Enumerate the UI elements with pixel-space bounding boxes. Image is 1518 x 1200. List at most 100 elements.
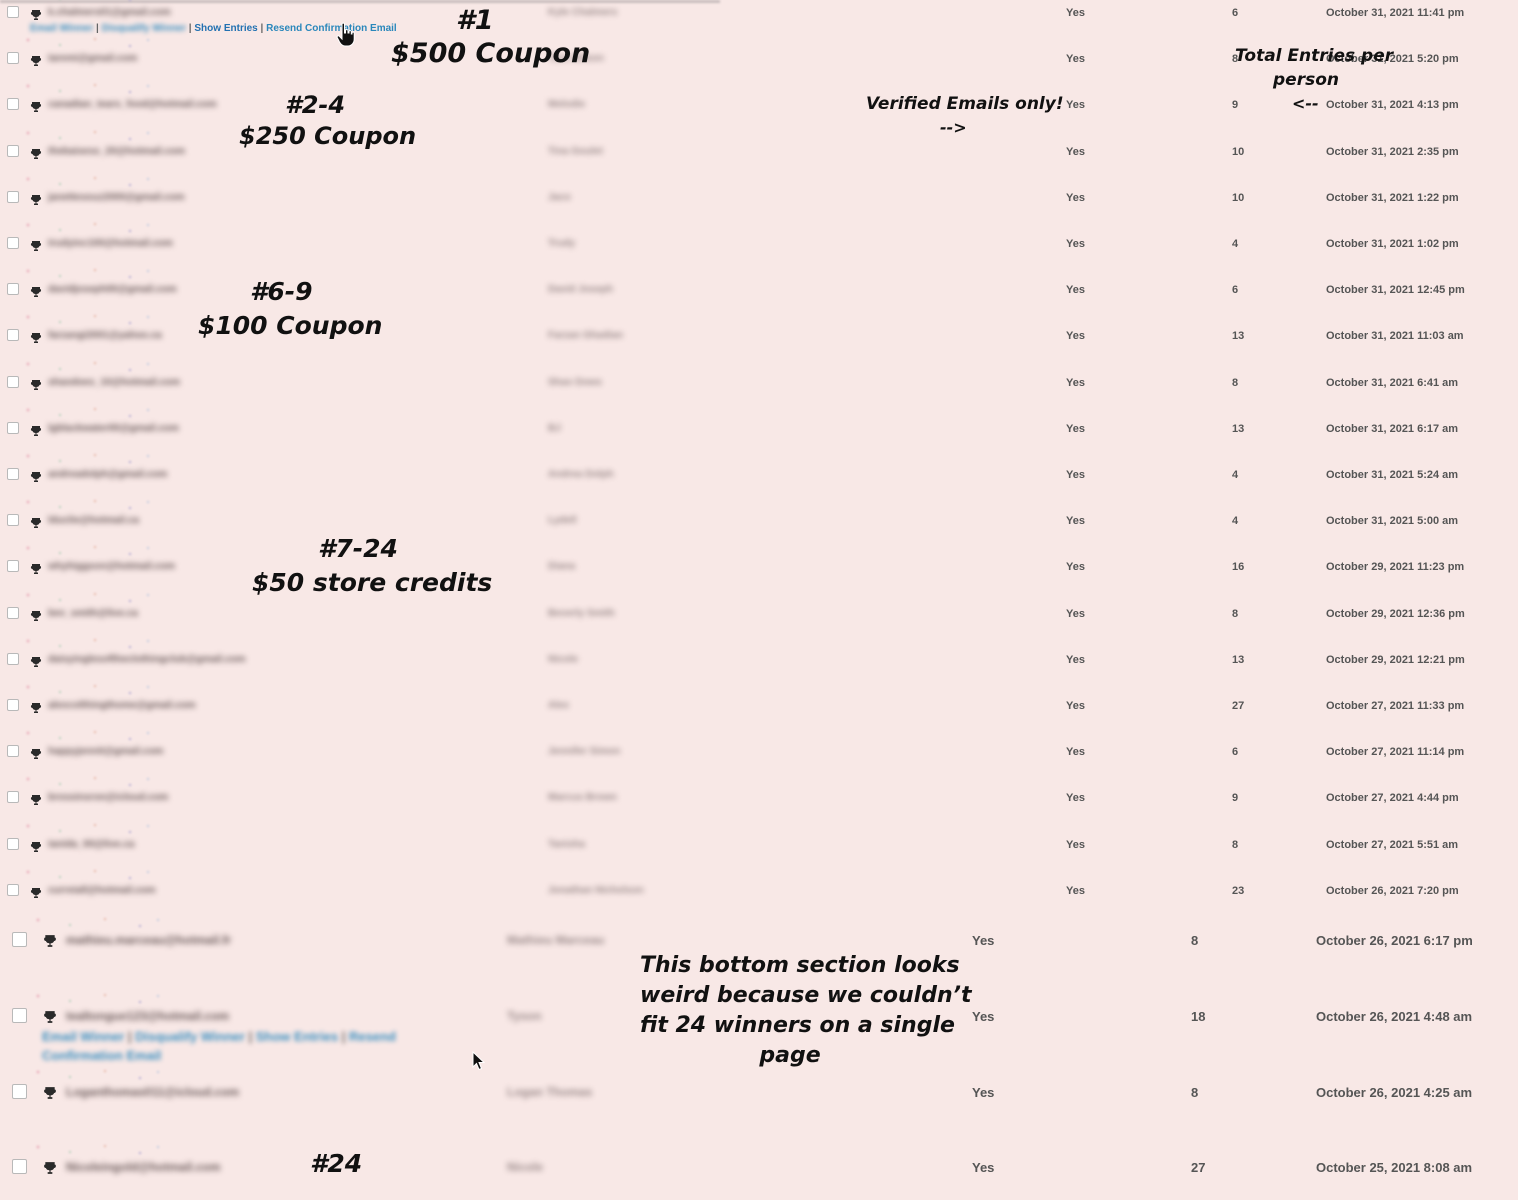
- entry-email[interactable]: thebaisess_20@hotmail.com: [48, 145, 186, 157]
- disqualify-winner-link[interactable]: Disqualify Winner: [101, 23, 187, 34]
- table-row[interactable]: davidjoseph00@gmail.com David Joseph Yes 6 O…: [0, 268, 1518, 323]
- table-row[interactable]: tealtongue123@hotmail.com Tyson Yes 18 Octob…: [0, 993, 1518, 1046]
- entry-email[interactable]: taremi@gmail.com: [48, 53, 138, 65]
- entry-email[interactable]: bev_smith@live.ca: [48, 607, 138, 619]
- entry-verified: Yes: [972, 1160, 995, 1175]
- table-row[interactable]: tanida_00@live.ca Tanisha Yes 8 October 27, …: [0, 823, 1518, 878]
- table-row[interactable]: daisyinglesoftheclothingclub@gmail.com Ni…: [0, 638, 1518, 693]
- entry-email[interactable]: trudyinc100@hotmail.com: [48, 238, 173, 249]
- entry-email[interactable]: Loganthomas011@icloud.com: [66, 1085, 240, 1099]
- row-checkbox[interactable]: [12, 1008, 27, 1023]
- entry-count: 13: [1232, 653, 1245, 666]
- entry-email[interactable]: shaodoes_10@hotmail.com: [48, 376, 181, 388]
- row-checkbox[interactable]: [7, 421, 19, 434]
- row-checkbox[interactable]: [7, 514, 19, 527]
- row-checkbox[interactable]: [7, 6, 19, 18]
- row-checkbox[interactable]: [7, 791, 19, 804]
- entry-email[interactable]: janettesouz2000@gmail.com: [48, 191, 185, 203]
- table-row[interactable]: farzangi2001@yahoo.ca Farzan Ghadian Yes 13…: [0, 315, 1518, 369]
- row-checkbox[interactable]: [7, 190, 19, 203]
- table-row[interactable]: k.chalmers01@gmail.com Kyle Chalmers Yes 6 O…: [0, 0, 1518, 46]
- entry-email[interactable]: andreadolph@gmail.com: [48, 469, 168, 480]
- confetti-decoration: [20, 683, 160, 697]
- table-row[interactable]: lgblackwater00@gmail.com BJ Yes 13 October 3…: [0, 407, 1518, 462]
- entry-name: Nicole: [548, 653, 579, 665]
- row-checkbox[interactable]: [7, 560, 19, 573]
- entry-email[interactable]: curreiall@hotmail.com: [48, 884, 156, 896]
- table-row[interactable]: andreadolph@gmail.com Andrea Dolph Yes 4 Oct…: [0, 453, 1518, 508]
- table-row[interactable]: shaodoes_10@hotmail.com Shao Dows Yes 8 Octo…: [0, 361, 1518, 416]
- entry-name: Melodie: [548, 99, 586, 111]
- entry-email[interactable]: k.chalmers01@gmail.com: [48, 7, 171, 18]
- row-checkbox[interactable]: [7, 468, 19, 480]
- email-winner-link[interactable]: Email Winner: [30, 23, 94, 34]
- table-row[interactable]: janettesouz2000@gmail.com Jaco Yes 10 Octobe…: [0, 176, 1518, 231]
- email-winner-link[interactable]: Email Winner: [42, 1029, 125, 1044]
- table-row[interactable]: curreiall@hotmail.com Jonathan Nicholson Y…: [0, 869, 1518, 924]
- table-row[interactable]: Loganthomas011@icloud.com Logan Thomas Yes…: [0, 1069, 1518, 1122]
- entry-date: October 29, 2021 12:21 pm: [1326, 653, 1465, 666]
- row-checkbox[interactable]: [12, 1084, 27, 1099]
- entry-count: 8: [1232, 607, 1239, 620]
- entry-name: David Joseph: [548, 284, 614, 296]
- trophy-icon: [30, 701, 42, 713]
- entry-email[interactable]: Nicoleingold@hotmail.com: [66, 1160, 221, 1174]
- entry-email[interactable]: whyhiggson@hotmail.com: [48, 561, 175, 573]
- table-row[interactable]: happyjennit@gmail.com Jennifer Simon Yes 6 O…: [0, 730, 1518, 785]
- table-row[interactable]: mathieu.marceau@hotmail.fr Mathieu Marcea…: [0, 917, 1518, 970]
- row-checkbox[interactable]: [7, 375, 19, 388]
- table-row[interactable]: alexcolthingthome@gmail.com Alex Yes 27 Octo…: [0, 684, 1518, 739]
- row-checkbox[interactable]: [7, 144, 19, 157]
- disqualify-winner-link[interactable]: Disqualify Winner: [135, 1029, 245, 1044]
- entry-email[interactable]: davidjoseph00@gmail.com: [48, 284, 177, 296]
- entry-email[interactable]: brossinsron@icloud.com: [48, 792, 169, 804]
- row-checkbox[interactable]: [7, 652, 19, 665]
- table-row[interactable]: brossinsron@icloud.com Marcus Brown Yes 9 Oc…: [0, 777, 1518, 831]
- entry-email[interactable]: mathieu.marceau@hotmail.fr: [66, 933, 232, 947]
- row-checkbox[interactable]: [7, 699, 19, 711]
- entry-email[interactable]: canadian_tears_food@hotmail.com: [48, 99, 217, 111]
- row-checkbox[interactable]: [7, 283, 19, 296]
- confirmation-email-link[interactable]: Confirmation Email: [42, 1048, 162, 1063]
- row-checkbox[interactable]: [7, 883, 19, 896]
- row-checkbox[interactable]: [7, 329, 19, 342]
- entry-email[interactable]: lgblackwater00@gmail.com: [48, 422, 179, 434]
- row-checkbox[interactable]: [7, 606, 19, 619]
- show-entries-link[interactable]: Show Entries: [255, 1029, 339, 1044]
- table-row[interactable]: canadian_tears_food@hotmail.com Melodie Ye…: [0, 84, 1518, 138]
- entry-date: October 31, 2021 4:13 pm: [1326, 99, 1459, 112]
- table-row[interactable]: thebaisess_20@hotmail.com Tina Goulet Yes 1…: [0, 130, 1518, 185]
- table-row[interactable]: taremi@gmail.com Tara Wilson Yes 8 October 3…: [0, 37, 1518, 92]
- table-row[interactable]: lduclie@hotmail.ca Lydell Yes 4 October 31, …: [0, 499, 1518, 554]
- resend-confirmation-link[interactable]: Resend Confirmation Email: [266, 23, 397, 34]
- entry-name: Nicole: [507, 1160, 544, 1174]
- table-row[interactable]: Nicoleingold@hotmail.com Nicole Yes 27 Octob…: [0, 1144, 1518, 1197]
- confetti-decoration: [20, 406, 160, 420]
- show-entries-link[interactable]: Show Entries: [194, 23, 258, 34]
- row-checkbox[interactable]: [12, 1159, 27, 1174]
- row-checkbox[interactable]: [7, 837, 19, 850]
- entry-email[interactable]: daisyinglesoftheclothingclub@gmail.com: [48, 653, 246, 665]
- row-checkbox[interactable]: [7, 745, 19, 758]
- entry-email[interactable]: tealtongue123@hotmail.com: [66, 1009, 230, 1023]
- entry-verified: Yes: [1066, 700, 1085, 712]
- entry-name: Lydell: [548, 515, 577, 527]
- confetti-decoration: [20, 544, 160, 558]
- table-row[interactable]: whyhiggson@hotmail.com Diana Yes 16 October …: [0, 546, 1518, 600]
- confetti-decoration: [20, 775, 160, 789]
- row-checkbox[interactable]: [7, 98, 19, 111]
- annotation-total-arrow: <--: [1292, 94, 1319, 113]
- row-checkbox[interactable]: [7, 52, 19, 65]
- table-row[interactable]: trudyinc100@hotmail.com Trudy Yes 4 October …: [0, 222, 1518, 277]
- entry-count: 8: [1232, 838, 1239, 851]
- entry-email[interactable]: lduclie@hotmail.ca: [48, 515, 139, 527]
- entry-email[interactable]: alexcolthingthome@gmail.com: [48, 700, 196, 711]
- entry-email[interactable]: farzangi2001@yahoo.ca: [48, 330, 162, 342]
- table-row[interactable]: bev_smith@live.ca Beverly Smith Yes 8 Octobe…: [0, 592, 1518, 647]
- entry-email[interactable]: happyjennit@gmail.com: [48, 746, 164, 758]
- entry-email[interactable]: tanida_00@live.ca: [48, 838, 135, 850]
- row-checkbox[interactable]: [12, 932, 27, 947]
- resend-link[interactable]: Resend: [348, 1029, 396, 1044]
- row-checkbox[interactable]: [7, 237, 19, 249]
- annotation-bottom-line3: fit 24 winners on a single: [640, 1013, 955, 1038]
